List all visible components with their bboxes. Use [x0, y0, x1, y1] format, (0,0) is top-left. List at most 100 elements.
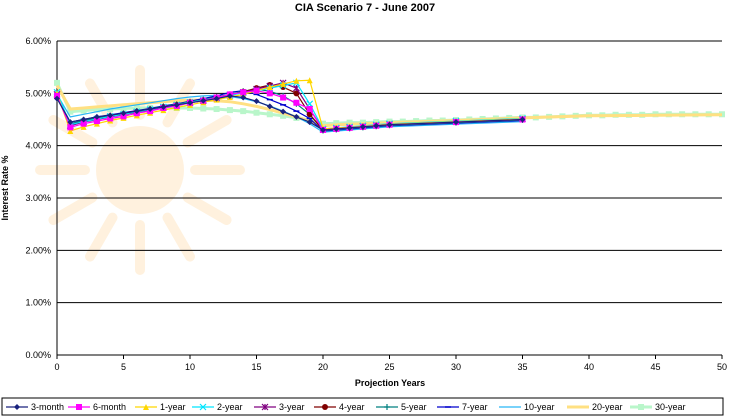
data-point — [213, 95, 220, 102]
data-point — [320, 120, 326, 127]
data-point — [293, 113, 300, 120]
data-point — [306, 77, 313, 84]
x-tick-label: 5 — [121, 362, 126, 372]
legend-item: 20-year — [567, 402, 623, 412]
data-point — [120, 113, 127, 120]
legend-label: 5-year — [401, 402, 427, 412]
series-line — [56, 90, 523, 132]
data-point — [253, 109, 260, 116]
y-tick-label: 5.00% — [25, 88, 51, 98]
data-point — [240, 108, 247, 115]
legend-label: 3-year — [279, 402, 305, 412]
x-tick-label: 45 — [650, 362, 660, 372]
watermark-logo — [35, 65, 245, 275]
data-point — [320, 126, 326, 133]
legend-item: 30-year — [630, 402, 686, 412]
data-point — [67, 124, 74, 131]
data-point — [306, 111, 313, 118]
legend-item: 7-year — [437, 402, 488, 412]
legend-item: 4-year — [314, 402, 365, 412]
data-point — [306, 119, 313, 126]
data-point — [293, 77, 300, 84]
y-tick-label: 2.00% — [25, 245, 51, 255]
data-point — [346, 119, 353, 126]
data-point — [80, 107, 87, 114]
x-tick-label: 20 — [318, 362, 328, 372]
x-tick-label: 40 — [584, 362, 594, 372]
series-layer — [53, 77, 725, 135]
data-point — [54, 79, 60, 86]
y-tick-label: 3.00% — [25, 193, 51, 203]
series-line — [56, 95, 523, 131]
data-point — [226, 107, 233, 114]
data-point — [333, 120, 340, 127]
data-point — [147, 106, 154, 113]
data-point — [199, 403, 207, 411]
legend-label: 10-year — [524, 402, 555, 412]
data-point — [261, 403, 269, 411]
x-axis-ticks: 0 5 10 15 20 25 30 35 40 45 50 — [54, 355, 727, 372]
gridlines — [56, 40, 722, 356]
x-axis-label: Projection Years — [355, 378, 425, 388]
x-tick-label: 50 — [717, 362, 727, 372]
legend-label: 6-month — [93, 402, 126, 412]
y-tick-label: 1.00% — [25, 298, 51, 308]
data-point — [280, 112, 287, 119]
data-point — [93, 106, 100, 113]
data-point — [266, 103, 273, 110]
data-point — [187, 99, 193, 106]
data-point — [253, 87, 260, 94]
data-point — [359, 123, 366, 130]
y-tick-label: 6.00% — [25, 36, 51, 46]
data-point — [266, 111, 273, 118]
y-tick-label: 0.00% — [25, 350, 51, 360]
data-point — [54, 95, 60, 102]
data-point — [280, 80, 287, 87]
legend-item: 10-year — [499, 402, 555, 412]
data-point — [266, 84, 273, 91]
legend-label: 4-year — [339, 402, 365, 412]
data-point — [67, 119, 74, 126]
series-line — [56, 94, 523, 133]
data-point — [240, 89, 247, 96]
watermark-ray — [48, 115, 98, 148]
data-point — [638, 404, 644, 410]
data-point — [14, 404, 20, 410]
legend-label: 2-year — [217, 402, 243, 412]
legend-label: 7-year — [462, 402, 488, 412]
data-point — [133, 108, 140, 115]
data-point — [226, 92, 233, 99]
data-point — [120, 105, 127, 112]
data-point — [293, 99, 300, 106]
y-axis-ticks: 0.00% 1.00% 2.00% 3.00% 4.00% 5.00% 6.00% — [25, 36, 51, 360]
data-point — [200, 105, 207, 112]
data-point — [133, 104, 140, 111]
x-tick-label: 30 — [451, 362, 461, 372]
data-point — [67, 128, 74, 135]
data-point — [306, 100, 314, 108]
data-point — [200, 97, 207, 104]
data-point — [333, 125, 340, 132]
series-3-month — [54, 92, 526, 133]
legend-label: 30-year — [655, 402, 686, 412]
data-point — [67, 108, 74, 115]
data-point — [107, 112, 114, 119]
legend: 3-month 6-month 1-year 2-year 3-year 4-year 5-… — [6, 402, 686, 412]
legend-label: 3-month — [31, 402, 64, 412]
legend-item: 5-year — [376, 402, 427, 412]
y-axis-label: Interest Rate % — [0, 155, 10, 220]
legend-label: 1-year — [160, 402, 186, 412]
chart-title: CIA Scenario 7 - June 2007 — [295, 2, 435, 14]
data-point — [346, 124, 353, 131]
data-point — [519, 116, 526, 123]
data-point — [386, 121, 393, 128]
data-point — [322, 404, 328, 410]
watermark-sun — [96, 126, 184, 214]
watermark-ray — [182, 192, 232, 225]
data-point — [384, 404, 390, 410]
data-point — [453, 119, 459, 126]
data-point — [80, 123, 87, 130]
x-tick-label: 15 — [251, 362, 261, 372]
data-point — [80, 116, 87, 123]
data-point — [280, 108, 287, 115]
